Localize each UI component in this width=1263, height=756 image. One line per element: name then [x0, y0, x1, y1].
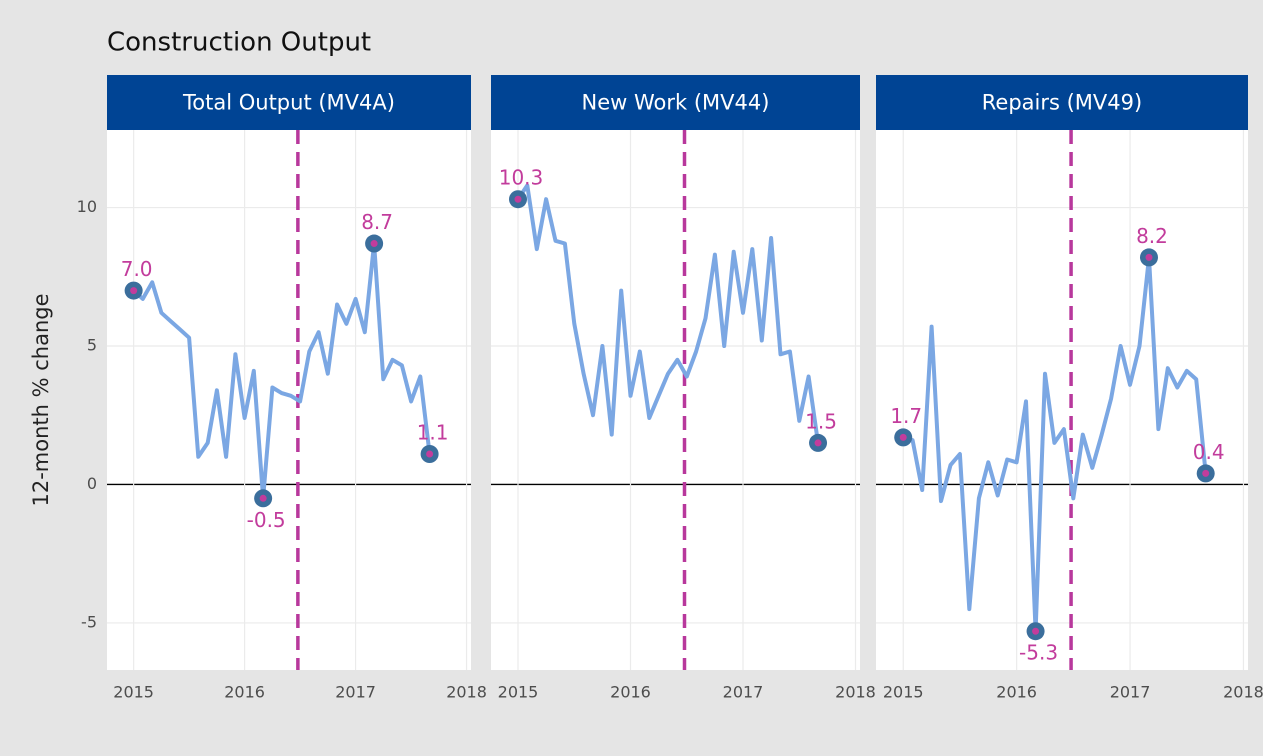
- highlight-point-center: [1032, 627, 1040, 635]
- data-line: [902, 255, 1208, 634]
- highlight-point-center: [259, 494, 267, 502]
- strip-label: Repairs (MV49): [982, 91, 1142, 115]
- y-tick-label: 5: [87, 336, 97, 355]
- highlight-point-center: [814, 439, 822, 447]
- highlight-point-center: [1202, 469, 1210, 477]
- data-line: [132, 241, 432, 501]
- x-tick-label: 2015: [498, 683, 539, 702]
- highlight-point-center: [899, 433, 907, 441]
- y-tick-label: -5: [81, 612, 97, 631]
- x-tick-label: 2018: [446, 683, 487, 702]
- data-label: 1.5: [805, 409, 837, 433]
- y-tick-label: 0: [87, 474, 97, 493]
- y-tick-label: 10: [77, 197, 97, 216]
- x-tick-label: 2016: [224, 683, 265, 702]
- data-label: 10.3: [499, 166, 544, 190]
- highlight-point-center: [130, 287, 138, 295]
- data-label: -0.5: [247, 508, 286, 532]
- data-label: 1.7: [890, 404, 922, 428]
- highlight-point-center: [514, 195, 522, 203]
- x-tick-label: 2015: [113, 683, 154, 702]
- chart-title: Construction Output: [107, 28, 371, 58]
- x-tick-label: 2016: [996, 683, 1037, 702]
- highlight-point-center: [1145, 253, 1153, 261]
- panel-background: [107, 130, 471, 670]
- strip-label: Total Output (MV4A): [182, 91, 395, 115]
- data-line: [516, 183, 820, 444]
- x-tick-label: 2017: [335, 683, 376, 702]
- strip: [107, 75, 471, 130]
- y-axis-label: 12-month % change: [29, 293, 53, 506]
- x-tick-label: 2018: [835, 683, 876, 702]
- x-tick-label: 2017: [1110, 683, 1151, 702]
- highlight-point-center: [426, 450, 434, 458]
- x-tick-label: 2017: [723, 683, 764, 702]
- data-label: 8.2: [1136, 224, 1168, 248]
- strip: [876, 75, 1248, 130]
- panel-background: [876, 130, 1248, 670]
- strip-label: New Work (MV44): [582, 91, 770, 115]
- x-tick-label: 2018: [1223, 683, 1263, 702]
- data-label: 0.4: [1193, 440, 1225, 464]
- x-tick-label: 2016: [610, 683, 651, 702]
- strip: [491, 75, 860, 130]
- x-tick-label: 2015: [883, 683, 924, 702]
- highlight-point-center: [370, 240, 378, 248]
- data-label: 1.1: [417, 421, 449, 445]
- data-label: 7.0: [121, 257, 153, 281]
- data-label: 8.7: [361, 210, 393, 234]
- data-label: -5.3: [1019, 641, 1058, 665]
